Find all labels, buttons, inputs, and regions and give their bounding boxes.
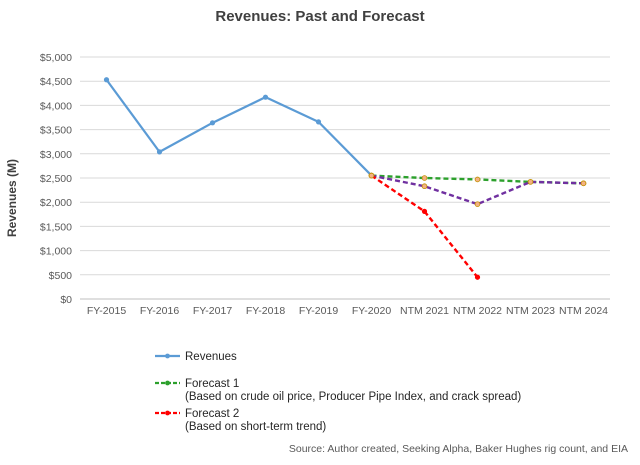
y-tick-label: $2,500 [40,173,72,185]
y-tick-label: $1,500 [40,221,72,233]
y-tick-label: $2,000 [40,197,72,209]
x-tick-label: NTM 2022 [453,305,502,317]
legend-label: Revenues [185,351,237,363]
x-tick-label: FY-2019 [299,305,338,317]
data-point [209,120,216,126]
series-line [105,79,373,177]
data-point [474,201,481,207]
legend-marker [165,410,170,416]
x-tick-label: FY-2016 [140,305,179,317]
data-point [474,274,481,280]
y-tick-label: $3,000 [40,149,72,161]
y-tick-label: $4,000 [40,100,72,112]
data-point [421,208,428,214]
x-tick-label: FY-2020 [352,305,391,317]
y-axis-label: Revenues (M) [5,159,19,237]
legend-label: Forecast 2 [185,408,239,420]
data-point [421,175,428,181]
x-axis-ticks: FY-2015 FY-2016 FY-2017 FY-2018 FY-2019 FY-20… [87,305,608,317]
gridlines [80,56,610,300]
data-point [156,149,163,155]
y-tick-label: $5,000 [40,52,72,64]
legend-note: (Based on short-term trend) [185,421,326,433]
series-line [371,174,584,206]
y-tick-label: $500 [49,270,73,282]
source-note: Source: Author created, Seeking Alpha, B… [289,443,628,455]
data-point [368,172,375,179]
data-point [580,180,587,187]
series-lines [103,77,587,280]
data-point [474,176,481,183]
x-tick-label: NTM 2023 [506,305,555,317]
legend-marker [165,380,170,386]
x-tick-label: FY-2018 [246,305,285,317]
y-tick-label: $4,500 [40,76,72,88]
y-tick-label: $1,000 [40,246,72,258]
series-line [370,174,479,278]
chart-title: Revenues: Past and Forecast [215,8,424,25]
legend-label: Forecast 1 [185,378,239,390]
y-tick-label: $3,500 [40,125,72,137]
x-tick-label: FY-2017 [193,305,232,317]
y-axis-ticks: $0 $500 $1,000 $1,500 $2,000 $2,500 $3,000 $3,5… [40,52,72,306]
y-tick-label: $0 [60,294,72,306]
x-tick-label: FY-2015 [87,305,126,317]
x-tick-label: NTM 2024 [559,305,608,317]
data-point [421,183,428,190]
data-point [103,77,110,83]
legend: Revenues Forecast 1(Based on crude oil pr… [155,351,521,433]
data-point [262,94,269,100]
legend-marker [165,353,170,359]
legend-note: (Based on crude oil price, Producer Pipe… [185,391,521,403]
x-tick-label: NTM 2021 [400,305,449,317]
data-point [527,179,534,185]
data-point [315,119,322,125]
